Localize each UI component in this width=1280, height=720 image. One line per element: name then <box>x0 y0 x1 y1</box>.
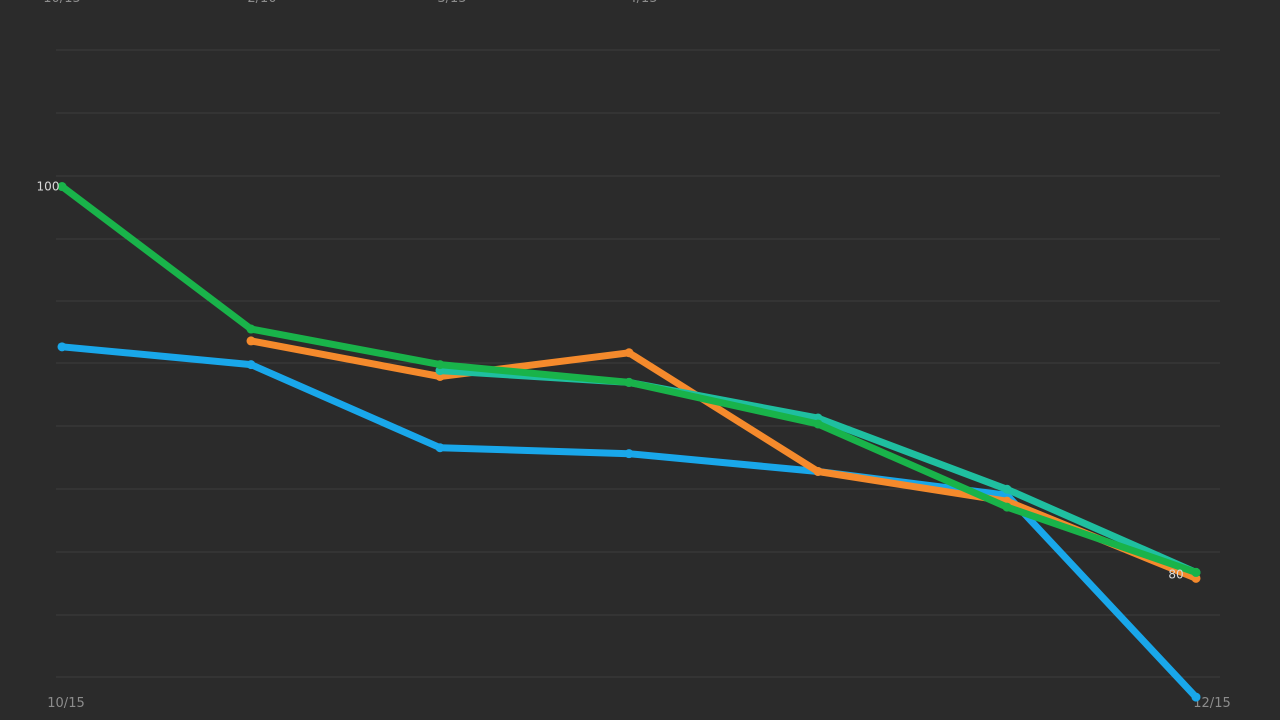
data-point <box>813 466 823 476</box>
bottom-left-label: 10/15 <box>47 696 84 711</box>
data-point <box>1191 692 1201 702</box>
data-point <box>624 348 634 358</box>
data-point <box>624 377 634 387</box>
top-tick-label: 10/15 <box>43 0 80 6</box>
data-point <box>624 449 634 459</box>
data-point <box>813 419 823 429</box>
data-point <box>246 324 256 334</box>
top-tick-label: 3/15 <box>437 0 466 6</box>
top-tick-label: 4/15 <box>628 0 657 6</box>
start-value-label: 100 <box>37 180 60 194</box>
series-line-3 <box>58 343 1200 701</box>
data-point <box>246 360 256 370</box>
point-label-layer: 100 80 <box>37 180 1184 582</box>
data-point <box>246 336 256 346</box>
data-point <box>1002 502 1012 512</box>
data-point <box>57 182 67 192</box>
top-tick-label: 2/10 <box>247 0 276 6</box>
tick-label-layer: 10/15 2/10 3/15 4/15 10/15 12/15 <box>43 0 1230 711</box>
bottom-right-label: 12/15 <box>1193 696 1230 711</box>
data-point <box>57 342 67 352</box>
end-value-label: 80 <box>1168 567 1183 581</box>
data-point <box>1191 567 1201 577</box>
series-line-1 <box>247 337 1200 582</box>
data-point <box>435 360 445 370</box>
series-layer <box>57 182 1201 702</box>
data-point <box>435 443 445 453</box>
data-point <box>1002 484 1012 494</box>
